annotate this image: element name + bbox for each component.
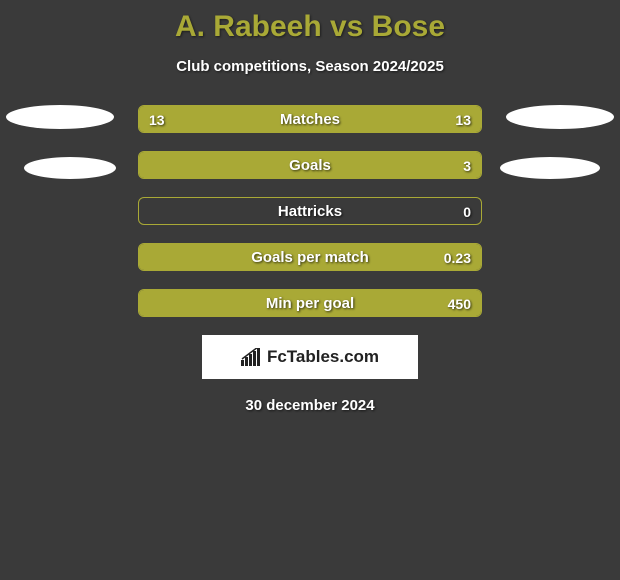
brand-box: FcTables.com [202, 335, 418, 379]
stat-label: Min per goal [139, 290, 481, 317]
bar-track: 0.23Goals per match [138, 243, 482, 271]
stat-row: 450Min per goal [0, 289, 620, 317]
stat-row: 0.23Goals per match [0, 243, 620, 271]
brand-label: FcTables.com [267, 347, 379, 367]
bar-track: 3Goals [138, 151, 482, 179]
stat-label: Hattricks [139, 198, 481, 225]
comparison-chart: 1313Matches 3Goals 0Hattricks 0.23Goals per… [0, 105, 620, 317]
stat-row: 0Hattricks [0, 197, 620, 225]
bar-track: 0Hattricks [138, 197, 482, 225]
stat-row: 3Goals [0, 151, 620, 179]
stat-row: 1313Matches [0, 105, 620, 133]
stat-label: Goals [139, 152, 481, 179]
bar-track: 1313Matches [138, 105, 482, 133]
page-title: A. Rabeeh vs Bose [0, 0, 620, 44]
subtitle: Club competitions, Season 2024/2025 [0, 58, 620, 75]
bar-track: 450Min per goal [138, 289, 482, 317]
bar-chart-icon [241, 348, 263, 366]
stat-label: Goals per match [139, 244, 481, 271]
stat-label: Matches [139, 106, 481, 133]
date-label: 30 december 2024 [0, 397, 620, 414]
